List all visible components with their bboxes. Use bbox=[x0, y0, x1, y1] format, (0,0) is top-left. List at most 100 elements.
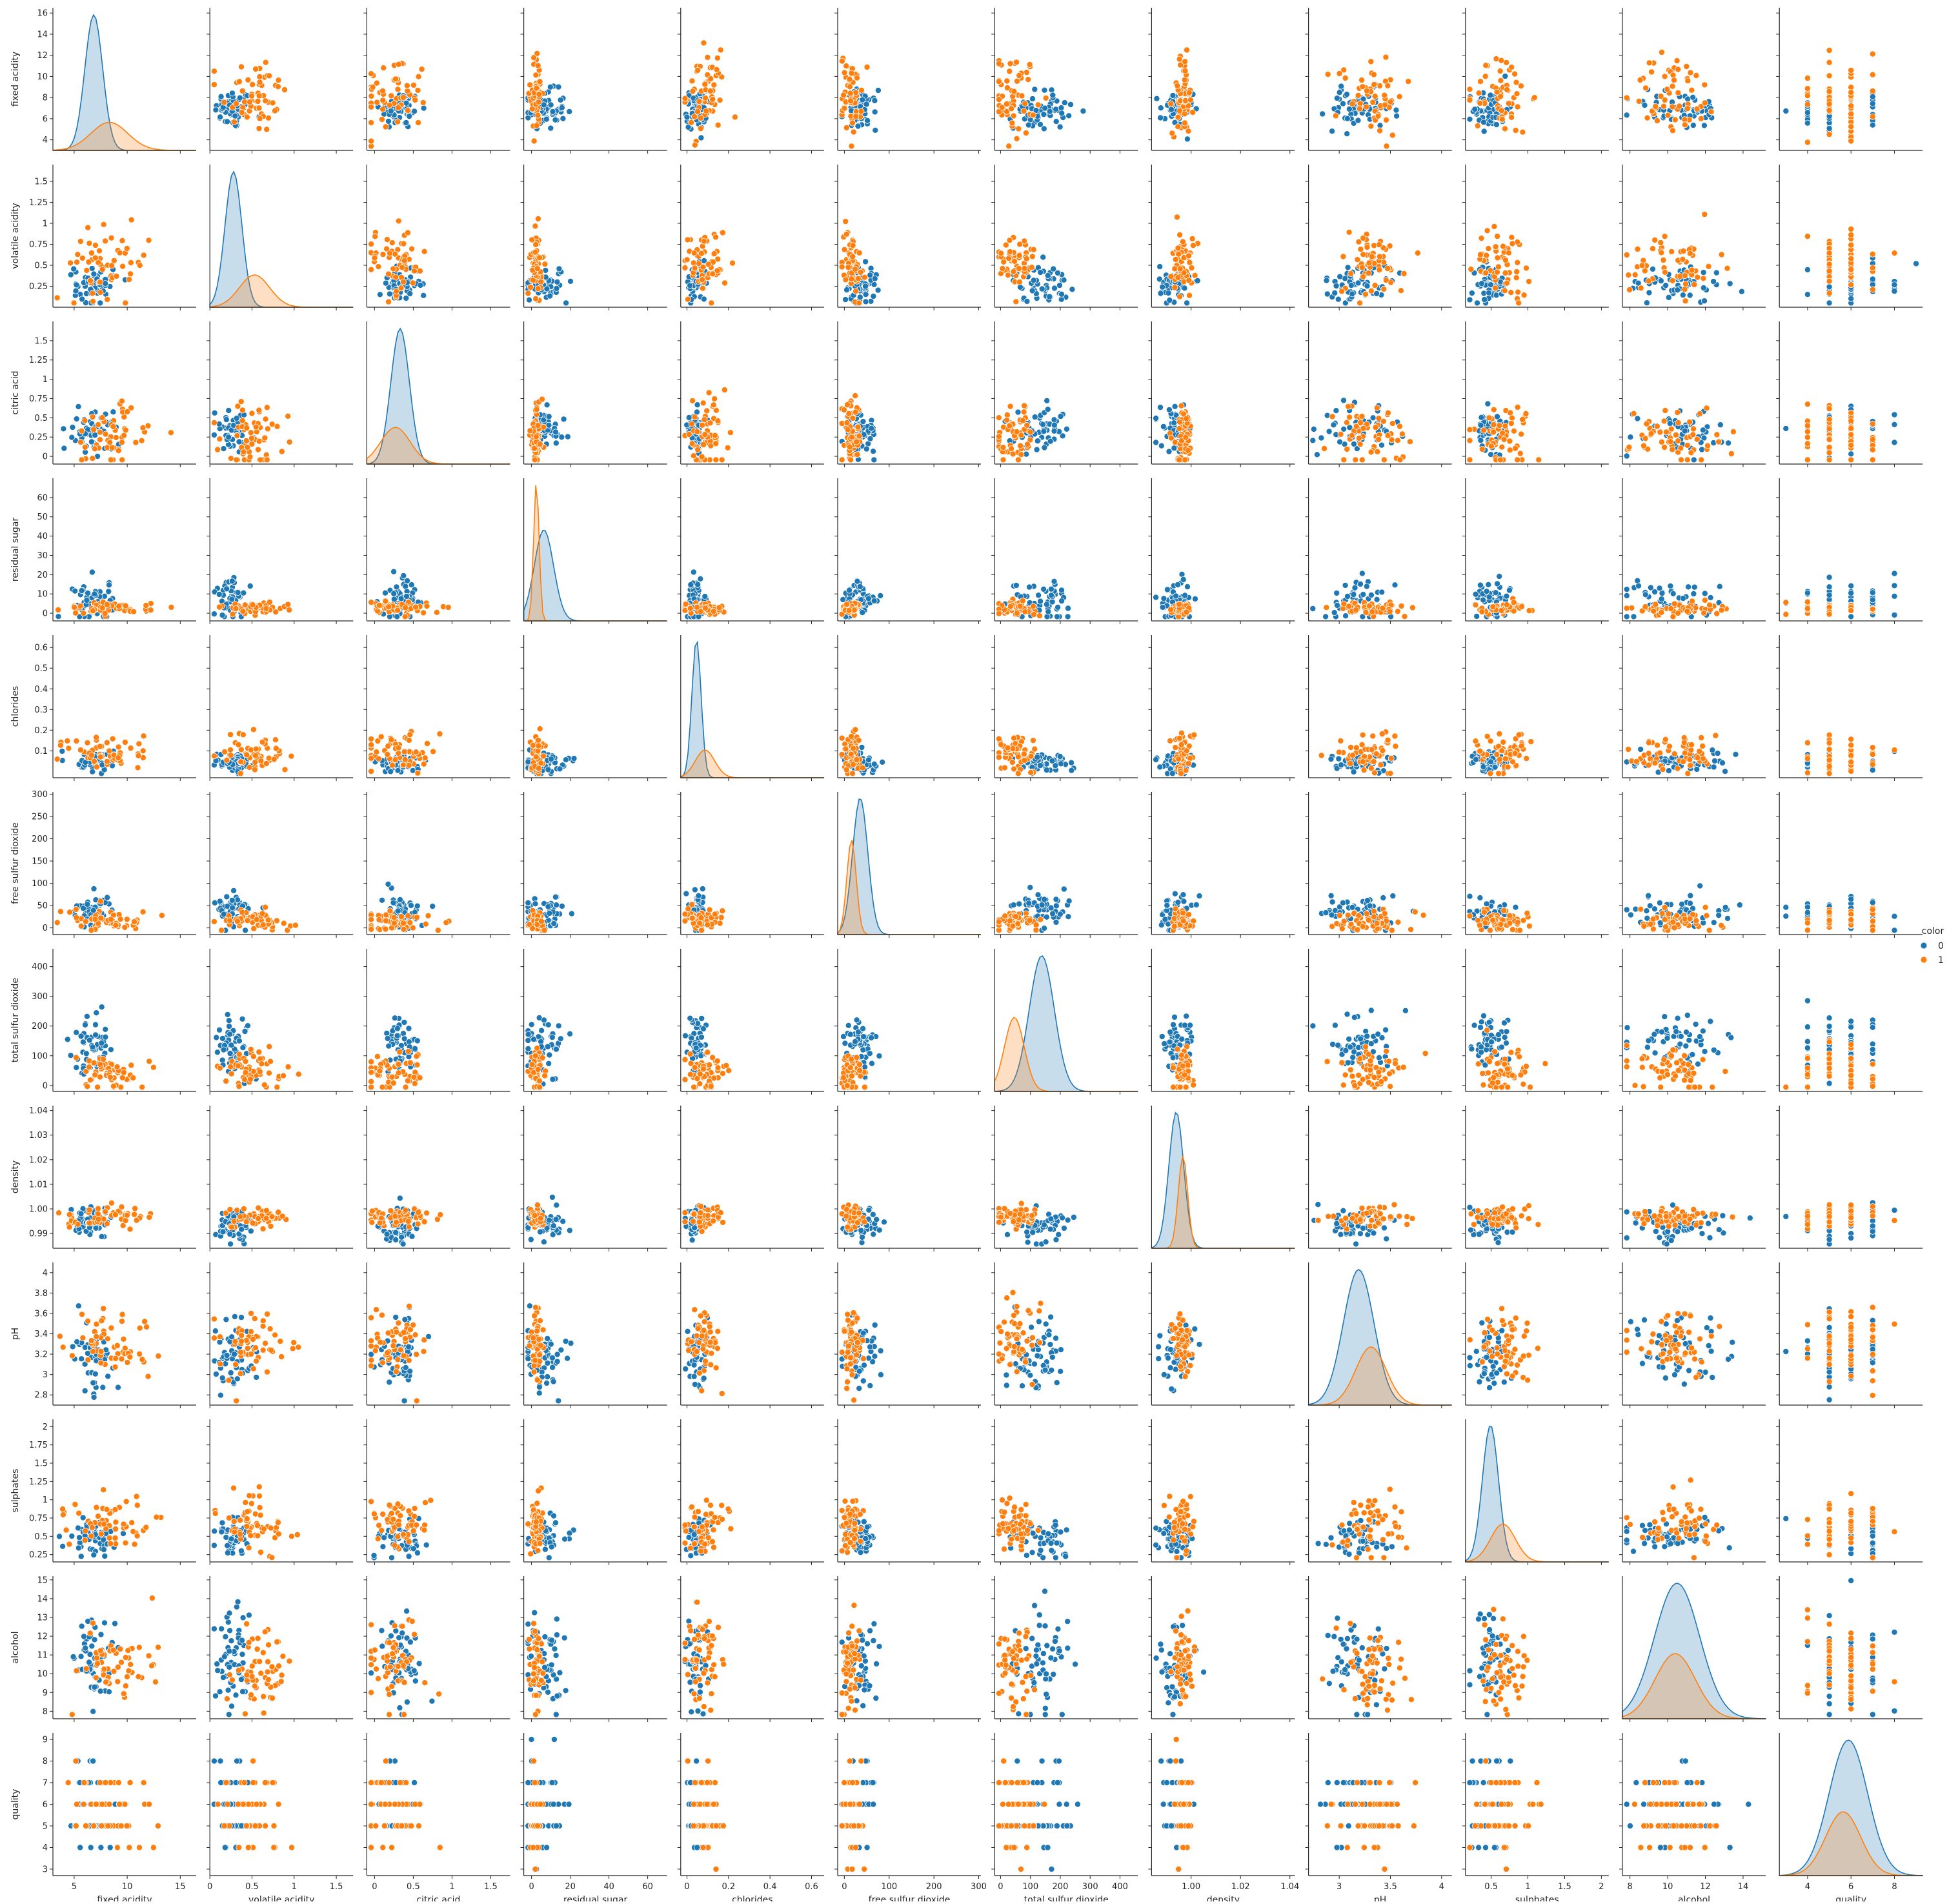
scatter-point-color-0 bbox=[844, 287, 850, 293]
scatter-point-color-0 bbox=[211, 611, 217, 617]
scatter-point-color-1 bbox=[1007, 403, 1013, 409]
scatter-point-color-1 bbox=[123, 603, 128, 609]
scatter-point-color-1 bbox=[368, 71, 374, 77]
scatter-point-color-1 bbox=[1695, 274, 1701, 280]
scatter-point-color-1 bbox=[1172, 266, 1178, 272]
scatter-point-color-0 bbox=[1034, 447, 1040, 452]
scatter-point-color-1 bbox=[376, 264, 381, 270]
scatter-point-color-0 bbox=[1048, 592, 1054, 598]
scatter-point-color-1 bbox=[685, 296, 691, 302]
scatter-point-color-1 bbox=[1702, 212, 1708, 218]
scatter-point-color-1 bbox=[401, 258, 407, 263]
scatter-point-color-1 bbox=[99, 267, 105, 272]
scatter-point-color-1 bbox=[1035, 102, 1041, 108]
scatter-point-color-1 bbox=[1000, 445, 1006, 451]
scatter-point-color-1 bbox=[1174, 214, 1180, 220]
scatter-point-color-1 bbox=[529, 237, 535, 243]
scatter-point-color-1 bbox=[84, 267, 90, 273]
scatter-point-color-1 bbox=[1019, 93, 1025, 99]
scatter-point-color-1 bbox=[92, 255, 98, 261]
scatter-point-color-1 bbox=[86, 259, 92, 265]
scatter-point-color-1 bbox=[1371, 81, 1377, 87]
scatter-point-color-1 bbox=[1685, 78, 1691, 84]
scatter-point-color-1 bbox=[1415, 250, 1420, 256]
scatter-point-color-1 bbox=[1804, 234, 1810, 239]
scatter-point-color-0 bbox=[1349, 291, 1355, 297]
scatter-point-color-1 bbox=[101, 221, 106, 227]
scatter-point-color-1 bbox=[395, 86, 401, 92]
scatter-point-color-1 bbox=[1682, 281, 1688, 287]
scatter-point-color-1 bbox=[1870, 51, 1875, 57]
scatter-point-color-1 bbox=[104, 602, 110, 607]
scatter-point-color-1 bbox=[695, 447, 701, 452]
scatter-point-color-1 bbox=[383, 124, 389, 130]
scatter-point-color-1 bbox=[1504, 280, 1509, 286]
scatter-point-color-0 bbox=[1485, 401, 1491, 407]
scatter-point-color-1 bbox=[1675, 66, 1681, 72]
scatter-point-color-1 bbox=[231, 119, 237, 125]
scatter-point-color-0 bbox=[1153, 440, 1159, 445]
scatter-point-color-0 bbox=[1032, 414, 1038, 420]
scatter-point-color-1 bbox=[1482, 74, 1488, 79]
scatter-point-color-1 bbox=[525, 290, 531, 296]
scatter-point-color-1 bbox=[82, 418, 88, 423]
scatter-point-color-0 bbox=[1045, 609, 1051, 614]
scatter-point-color-1 bbox=[1395, 438, 1400, 443]
scatter-point-color-1 bbox=[853, 90, 859, 96]
scatter-point-color-1 bbox=[711, 609, 716, 614]
scatter-point-color-1 bbox=[139, 438, 145, 443]
scatter-point-color-0 bbox=[212, 410, 217, 416]
scatter-point-color-1 bbox=[116, 448, 121, 454]
scatter-point-color-1 bbox=[1848, 90, 1854, 96]
scatter-point-color-1 bbox=[1176, 108, 1182, 114]
scatter-point-color-1 bbox=[1192, 272, 1198, 278]
scatter-point-color-1 bbox=[248, 430, 254, 436]
scatter-point-color-0 bbox=[1158, 443, 1164, 449]
scatter-point-color-0 bbox=[567, 278, 573, 284]
scatter-point-color-1 bbox=[722, 387, 727, 393]
scatter-point-color-0 bbox=[1848, 451, 1854, 457]
scatter-point-color-0 bbox=[878, 592, 883, 598]
scatter-point-color-0 bbox=[1494, 414, 1500, 420]
scatter-point-color-1 bbox=[1670, 128, 1675, 134]
scatter-point-color-1 bbox=[1014, 136, 1020, 141]
scatter-point-color-0 bbox=[383, 280, 389, 286]
scatter-point-color-0 bbox=[871, 598, 877, 603]
scatter-point-color-1 bbox=[1693, 72, 1699, 78]
scatter-point-color-1 bbox=[1500, 243, 1506, 249]
scatter-point-color-1 bbox=[386, 604, 392, 610]
scatter-point-color-0 bbox=[1161, 596, 1167, 602]
scatter-point-color-1 bbox=[1467, 438, 1473, 443]
scatter-point-color-1 bbox=[845, 265, 851, 270]
scatter-point-color-1 bbox=[88, 250, 94, 256]
scatter-point-color-1 bbox=[1467, 427, 1473, 432]
scatter-point-color-1 bbox=[854, 439, 860, 445]
scatter-point-color-1 bbox=[1659, 250, 1664, 256]
scatter-point-color-0 bbox=[554, 285, 560, 291]
scatter-point-color-0 bbox=[547, 293, 553, 299]
scatter-point-color-1 bbox=[257, 74, 263, 79]
scatter-point-color-1 bbox=[1385, 410, 1391, 416]
scatter-point-color-1 bbox=[1675, 438, 1681, 444]
scatter-point-color-1 bbox=[1826, 132, 1832, 137]
scatter-point-color-1 bbox=[1804, 434, 1810, 440]
scatter-point-color-1 bbox=[380, 88, 386, 94]
scatter-point-color-1 bbox=[1642, 268, 1648, 274]
scatter-point-color-1 bbox=[416, 119, 421, 125]
scatter-point-color-1 bbox=[90, 290, 96, 296]
scatter-point-color-1 bbox=[1176, 457, 1182, 463]
scatter-point-color-1 bbox=[1638, 285, 1644, 291]
scatter-point-color-1 bbox=[1385, 432, 1391, 438]
scatter-point-color-0 bbox=[1031, 278, 1036, 283]
scatter-point-color-1 bbox=[1029, 254, 1035, 259]
scatter-point-color-0 bbox=[863, 292, 869, 298]
scatter-point-color-1 bbox=[416, 74, 421, 79]
y-tick-label: 0.5 bbox=[34, 261, 48, 271]
scatter-point-color-1 bbox=[123, 427, 128, 433]
scatter-point-color-1 bbox=[1635, 246, 1640, 252]
scatter-point-color-1 bbox=[1175, 83, 1180, 88]
y-tick-label: 0.5 bbox=[34, 414, 48, 423]
scatter-point-color-1 bbox=[1382, 92, 1388, 98]
scatter-point-color-0 bbox=[1870, 122, 1875, 128]
scatter-point-color-0 bbox=[405, 578, 410, 583]
